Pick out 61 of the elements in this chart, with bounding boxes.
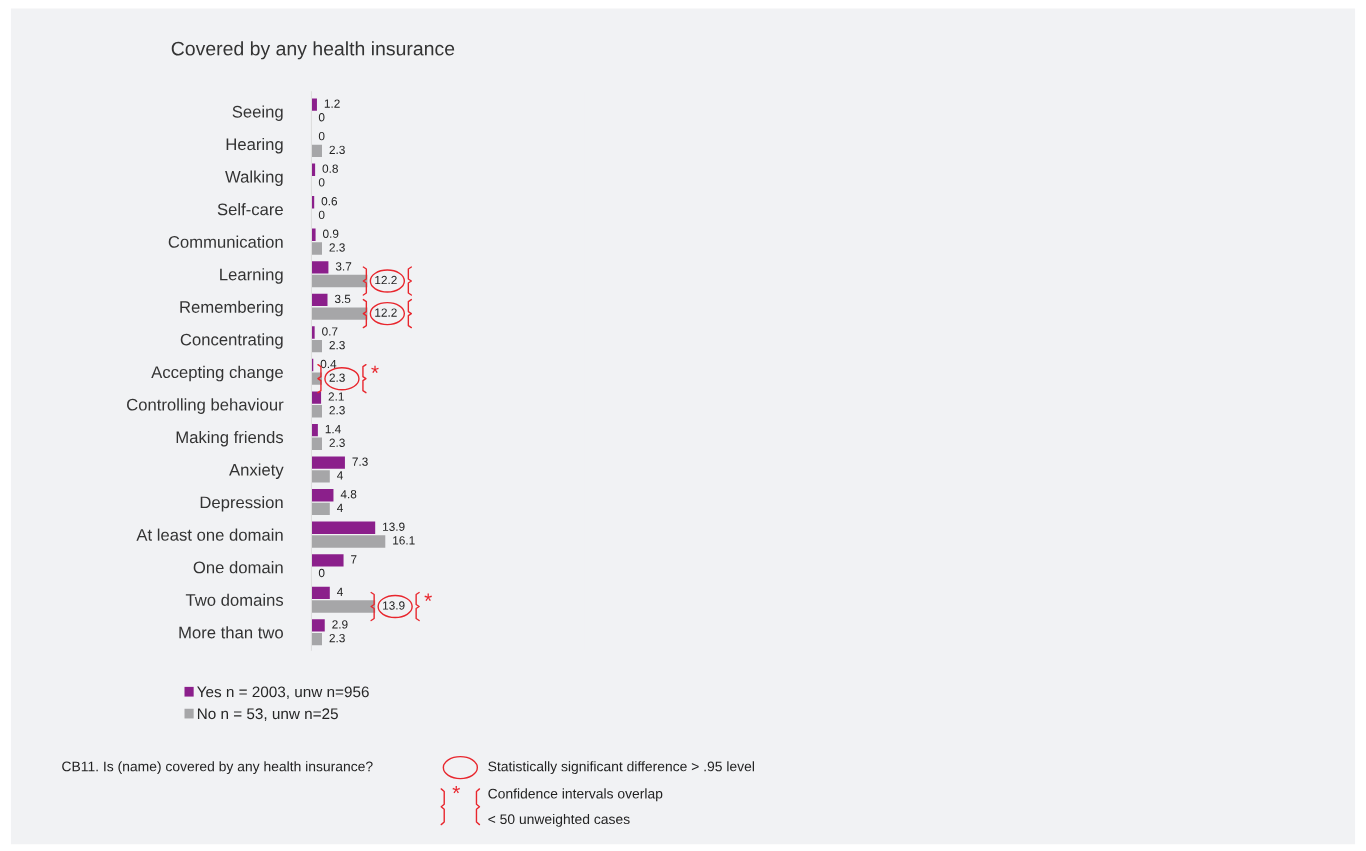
y-tick-label: Learning xyxy=(220,268,283,284)
y-tick-label: Controlling behaviour xyxy=(127,398,284,414)
y-tick-label: Anxiety xyxy=(229,463,284,479)
y-tick-label: Making friends xyxy=(176,430,284,447)
text: < 50 unweighted cases xyxy=(488,813,630,827)
data-label: 0.7 xyxy=(322,327,338,336)
data-label: 12.2 xyxy=(375,308,397,317)
legend-label: Yes n = 2003, unw n=956 xyxy=(197,686,369,700)
data-label: 2.9 xyxy=(332,620,348,629)
data-label: 3.7 xyxy=(335,262,352,271)
data-label: 13.9 xyxy=(383,522,405,531)
data-label: 2.3 xyxy=(329,633,345,643)
text: CB11. Is (name) covered by any health insurance? xyxy=(62,761,373,775)
y-tick-label: Concentrating xyxy=(180,333,283,349)
data-label: 7 xyxy=(351,555,357,564)
data-label: 2.3 xyxy=(329,145,345,154)
data-label: 13.9 xyxy=(383,601,405,610)
data-label: 2.3 xyxy=(329,406,345,415)
data-label: 1.2 xyxy=(324,99,340,108)
data-label: 4 xyxy=(337,471,343,480)
y-tick-label: Communication xyxy=(168,235,283,248)
text: Confidence intervals overlap xyxy=(488,788,663,802)
data-label: 16.1 xyxy=(393,536,415,545)
data-label: 0.6 xyxy=(321,197,338,206)
data-label: 12.2 xyxy=(375,275,397,285)
data-label: 2.3 xyxy=(329,373,345,382)
y-tick-label: Self-care xyxy=(217,203,283,216)
y-tick-label: Seeing xyxy=(232,105,283,121)
y-tick-label: Hearing xyxy=(226,137,283,154)
data-label: 2.1 xyxy=(328,392,344,401)
data-label: 4.8 xyxy=(340,490,357,499)
data-label: 0.8 xyxy=(322,164,338,173)
data-label: 4 xyxy=(337,503,343,512)
data-label: 0 xyxy=(318,113,325,122)
data-label: 3.5 xyxy=(334,294,351,304)
data-label: 7.3 xyxy=(352,457,368,466)
data-label: 2.3 xyxy=(329,438,345,447)
text: Statistically significant difference > .95 level xyxy=(488,761,754,775)
data-label: 0 xyxy=(318,568,325,578)
data-label: 4 xyxy=(337,587,343,596)
y-tick-label: Two domains xyxy=(185,593,284,606)
y-tick-label: At least one domain xyxy=(136,528,283,541)
data-label: 0 xyxy=(318,210,325,220)
text: * xyxy=(452,785,460,794)
legend-label: No n = 53, unw n=25 xyxy=(197,708,338,721)
data-label: 2.3 xyxy=(329,340,345,350)
y-tick-label: One domain xyxy=(193,561,283,574)
data-label: 0 xyxy=(318,178,325,187)
y-tick-label: Accepting change xyxy=(151,365,283,382)
data-label: 2.3 xyxy=(329,243,345,252)
chart-title: Covered by any health insurance xyxy=(171,41,455,60)
y-tick-label: Depression xyxy=(200,496,283,512)
y-tick-label: More than two xyxy=(179,626,283,639)
data-label: 0.9 xyxy=(322,229,339,238)
y-tick-label: Remembering xyxy=(180,300,283,317)
data-label: 0 xyxy=(318,131,325,141)
annotation: * xyxy=(371,365,379,374)
data-label: 1.4 xyxy=(325,425,341,434)
data-label: 0.4 xyxy=(320,359,337,369)
y-tick-label: Walking xyxy=(225,170,283,187)
annotation: * xyxy=(424,593,432,601)
